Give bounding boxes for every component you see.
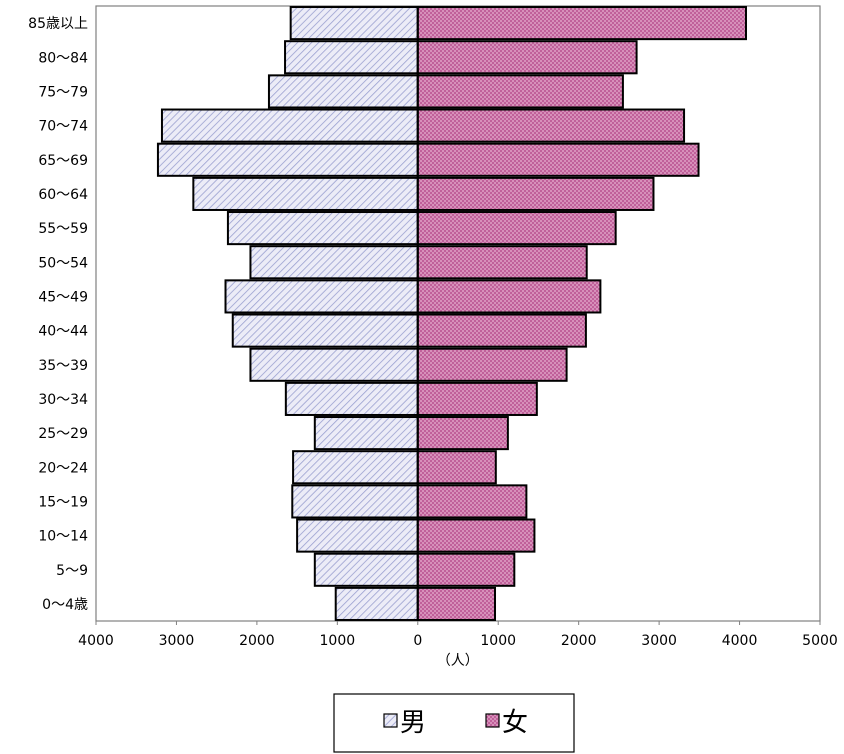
bar-male (249, 245, 419, 280)
bar-female (416, 279, 602, 314)
bar-male (292, 450, 419, 485)
category-label: 40～44 (38, 324, 88, 340)
category-label: 0～4歳 (42, 597, 88, 613)
x-axis-unit-label: （人） (437, 653, 479, 669)
legend: 男 女 (333, 693, 575, 753)
category-label: 85歳以上 (28, 16, 88, 32)
bar-male (334, 586, 419, 621)
bar-male (291, 484, 419, 519)
bar-female (416, 347, 568, 382)
category-label: 50～54 (38, 255, 88, 271)
category-label: 70～74 (38, 119, 88, 135)
legend-label-female: 女 (502, 708, 528, 738)
category-label: 65～69 (38, 153, 88, 169)
bar-female (416, 450, 497, 485)
bar-female (416, 381, 538, 416)
bar-male (284, 381, 419, 416)
category-labels: 0～4歳 5～9 10～14 15～19 20～24 25～29 30～34 35～39 40～… (28, 16, 88, 613)
x-tick-label: 4000 (722, 633, 758, 649)
category-label: 15～19 (38, 494, 88, 510)
legend-box (333, 693, 575, 753)
bar-female (416, 586, 497, 621)
bar-female (416, 552, 516, 587)
bar-female (416, 416, 509, 451)
plot-area (95, 5, 821, 622)
bar-male (313, 552, 419, 587)
category-label: 30～34 (38, 392, 88, 408)
x-tick-label: 1000 (320, 633, 356, 649)
bar-female (416, 313, 587, 348)
legend-swatch-female (485, 713, 500, 728)
bar-male (192, 176, 419, 211)
category-label: 60～64 (38, 187, 88, 203)
bar-female (416, 211, 617, 246)
bar-male (284, 40, 419, 75)
category-label: 20～24 (38, 460, 88, 476)
x-tick-label: 2000 (561, 633, 597, 649)
bar-male (267, 74, 419, 109)
legend-label-male: 男 (400, 708, 426, 738)
bar-male (224, 279, 419, 314)
bar-female (416, 484, 528, 519)
category-label: 5～9 (56, 563, 88, 579)
category-label: 80～84 (38, 50, 88, 66)
bar-male (231, 313, 419, 348)
bar-female (416, 74, 624, 109)
bar-female (416, 142, 700, 177)
bar-male (313, 416, 419, 451)
bar-male (156, 142, 419, 177)
bar-female (416, 40, 638, 75)
x-tick-label: 5000 (802, 633, 838, 649)
legend-swatch-male (383, 713, 398, 728)
category-label: 25～29 (38, 426, 88, 442)
bar-male (160, 108, 419, 143)
x-axis-ticks: 4000 3000 2000 1000 0 1000 2000 3000 4000 5000 (78, 621, 838, 649)
category-label: 45～49 (38, 289, 88, 305)
category-label: 75～79 (38, 84, 88, 100)
bar-female (416, 245, 588, 280)
x-tick-label: 3000 (641, 633, 677, 649)
category-label: 55～59 (38, 221, 88, 237)
bar-female (416, 6, 747, 41)
category-label: 10～14 (38, 529, 88, 545)
bar-female (416, 518, 536, 553)
bar-male (249, 347, 419, 382)
bar-male (226, 211, 419, 246)
category-label: 35～39 (38, 358, 88, 374)
bar-male (289, 6, 419, 41)
bar-male (296, 518, 419, 553)
bar-female (416, 176, 655, 211)
x-tick-label: 0 (413, 633, 422, 649)
bar-female (416, 108, 686, 143)
x-tick-label: 4000 (78, 633, 114, 649)
x-tick-label: 2000 (239, 633, 275, 649)
x-tick-label: 1000 (480, 633, 516, 649)
x-tick-label: 3000 (159, 633, 195, 649)
